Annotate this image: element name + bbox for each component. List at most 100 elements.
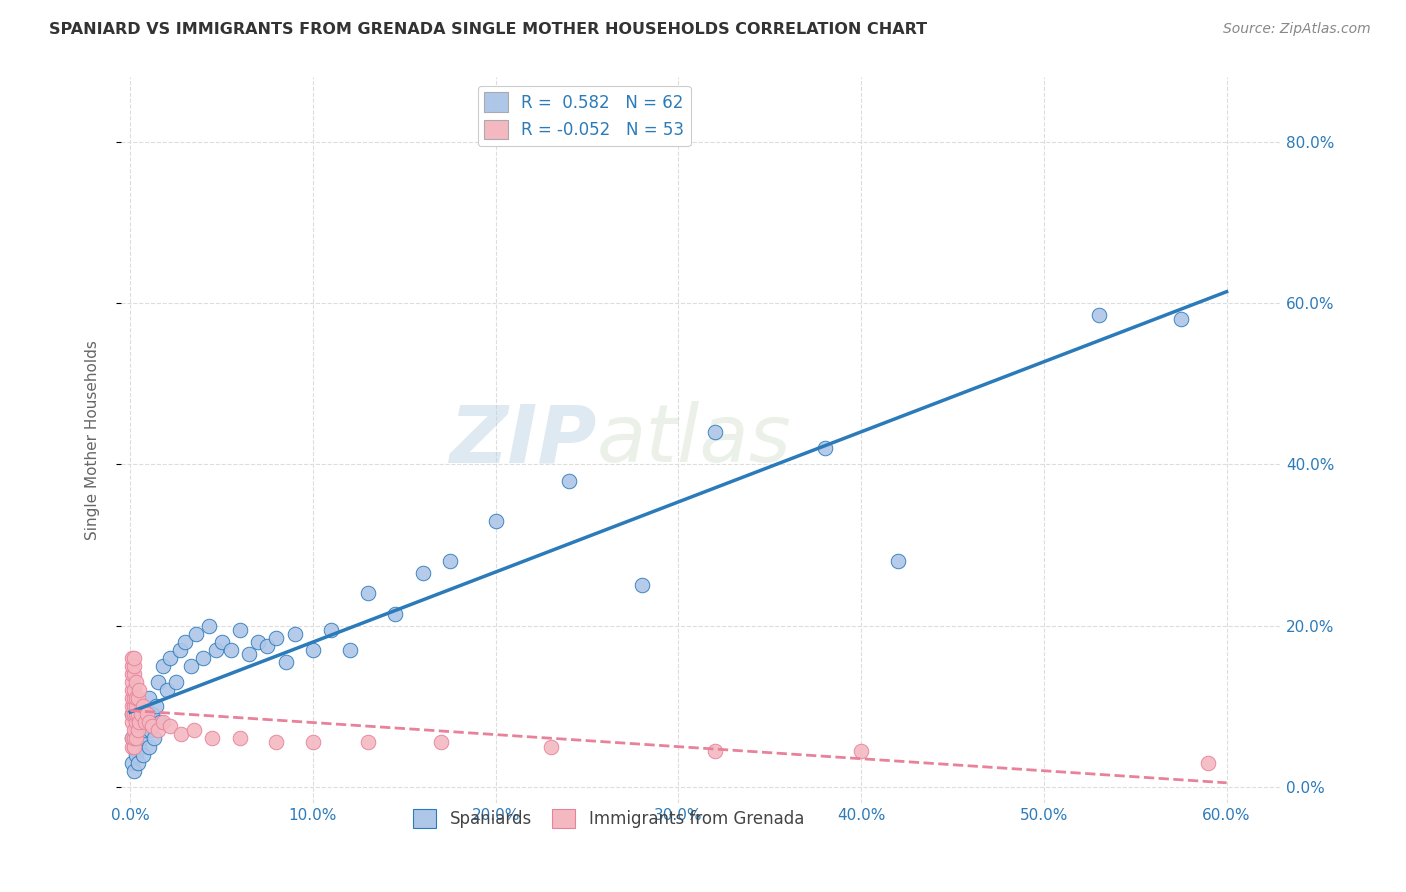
Point	[127, 691, 149, 706]
Point	[121, 683, 143, 698]
Point	[704, 743, 727, 757]
Point	[121, 699, 143, 714]
Point	[132, 699, 155, 714]
Point	[159, 719, 181, 733]
Point	[357, 586, 380, 600]
Point	[357, 735, 380, 749]
Point	[146, 675, 169, 690]
Point	[412, 566, 434, 581]
Point	[121, 675, 143, 690]
Point	[121, 715, 143, 730]
Point	[180, 659, 202, 673]
Legend: Spaniards, Immigrants from Grenada: Spaniards, Immigrants from Grenada	[406, 802, 811, 835]
Point	[121, 756, 143, 770]
Point	[146, 723, 169, 738]
Point	[169, 642, 191, 657]
Point	[135, 707, 157, 722]
Point	[141, 707, 163, 722]
Point	[384, 607, 406, 621]
Point	[302, 735, 325, 749]
Point	[121, 691, 143, 706]
Point	[141, 719, 163, 733]
Point	[1087, 308, 1109, 322]
Y-axis label: Single Mother Households: Single Mother Households	[86, 340, 100, 541]
Point	[165, 675, 187, 690]
Point	[430, 735, 453, 749]
Point	[125, 715, 148, 730]
Point	[125, 691, 148, 706]
Point	[122, 651, 145, 665]
Point	[813, 442, 835, 456]
Point	[128, 707, 150, 722]
Point	[558, 474, 581, 488]
Point	[121, 659, 143, 673]
Point	[302, 642, 325, 657]
Point	[122, 699, 145, 714]
Point	[266, 735, 288, 749]
Point	[122, 739, 145, 754]
Point	[129, 699, 152, 714]
Point	[128, 739, 150, 754]
Point	[886, 554, 908, 568]
Point	[121, 667, 143, 681]
Text: SPANIARD VS IMMIGRANTS FROM GRENADA SINGLE MOTHER HOUSEHOLDS CORRELATION CHART: SPANIARD VS IMMIGRANTS FROM GRENADA SING…	[49, 22, 928, 37]
Point	[247, 634, 270, 648]
Point	[122, 699, 145, 714]
Point	[631, 578, 654, 592]
Point	[145, 699, 167, 714]
Point	[122, 667, 145, 681]
Point	[121, 651, 143, 665]
Point	[184, 626, 207, 640]
Point	[121, 707, 143, 722]
Point	[201, 731, 224, 746]
Point	[704, 425, 727, 439]
Point	[128, 683, 150, 698]
Point	[122, 659, 145, 673]
Point	[238, 647, 260, 661]
Point	[121, 731, 143, 746]
Point	[159, 651, 181, 665]
Point	[183, 723, 205, 738]
Point	[143, 731, 166, 746]
Point	[121, 707, 143, 722]
Point	[127, 756, 149, 770]
Point	[540, 739, 562, 754]
Point	[138, 739, 160, 754]
Point	[229, 731, 252, 746]
Point	[156, 683, 179, 698]
Point	[1170, 312, 1192, 326]
Point	[152, 659, 174, 673]
Point	[229, 623, 252, 637]
Point	[274, 655, 297, 669]
Point	[174, 634, 197, 648]
Point	[122, 739, 145, 754]
Point	[211, 634, 233, 648]
Point	[132, 747, 155, 762]
Point	[266, 631, 288, 645]
Point	[127, 715, 149, 730]
Point	[321, 623, 343, 637]
Point	[122, 707, 145, 722]
Point	[134, 723, 156, 738]
Point	[125, 699, 148, 714]
Point	[485, 514, 508, 528]
Point	[122, 691, 145, 706]
Point	[135, 707, 157, 722]
Point	[339, 642, 361, 657]
Point	[193, 651, 215, 665]
Point	[152, 715, 174, 730]
Point	[170, 727, 193, 741]
Point	[284, 626, 307, 640]
Point	[138, 691, 160, 706]
Point	[125, 731, 148, 746]
Point	[219, 642, 242, 657]
Point	[125, 747, 148, 762]
Point	[256, 639, 278, 653]
Point	[132, 715, 155, 730]
Point	[1197, 756, 1219, 770]
Point	[148, 715, 170, 730]
Point	[122, 683, 145, 698]
Point	[128, 715, 150, 730]
Point	[125, 691, 148, 706]
Point	[198, 618, 221, 632]
